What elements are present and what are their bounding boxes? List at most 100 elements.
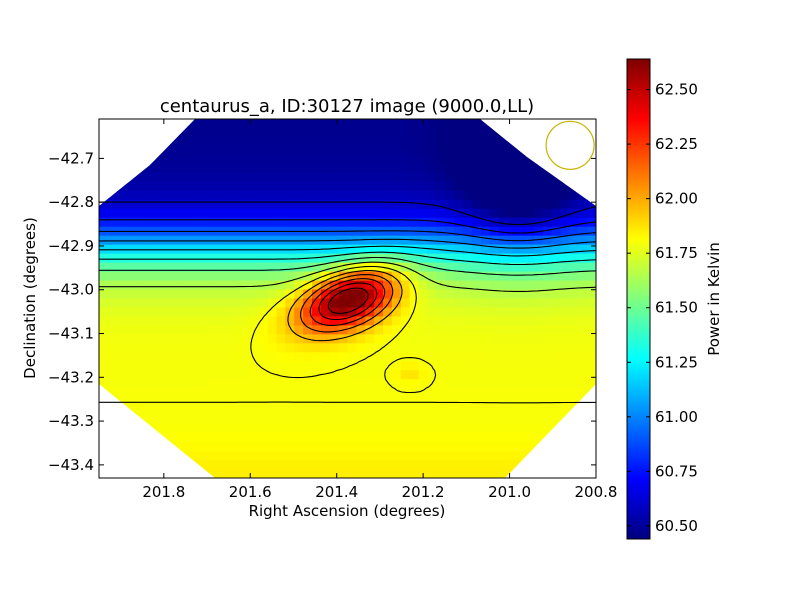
heatmap-cell <box>347 424 357 434</box>
heatmap-cell <box>374 217 384 228</box>
heatmap-cell <box>480 289 491 300</box>
heatmap-cell <box>320 379 331 389</box>
heatmap-cell <box>418 163 428 174</box>
heatmap-cell <box>338 307 349 318</box>
heatmap-cell <box>551 334 562 344</box>
heatmap-cell <box>578 361 588 371</box>
heatmap-cell <box>525 397 535 407</box>
heatmap-cell <box>187 424 198 434</box>
heatmap-cell <box>196 253 207 264</box>
heatmap-cell <box>187 415 198 425</box>
heatmap-cell <box>560 325 570 335</box>
heatmap-cell <box>489 307 499 318</box>
heatmap-cell <box>294 469 304 478</box>
heatmap-cell <box>116 361 127 371</box>
heatmap-cell <box>436 154 446 165</box>
heatmap-cell <box>551 217 562 228</box>
heatmap-cell <box>462 379 473 389</box>
heatmap-cell <box>196 199 207 210</box>
heatmap-cell <box>329 136 340 147</box>
heatmap-cell <box>365 154 375 165</box>
heatmap-cell <box>320 289 331 300</box>
heatmap-cell <box>152 217 162 228</box>
heatmap-cell <box>551 181 562 192</box>
heatmap-cell <box>400 298 411 309</box>
heatmap-cell <box>338 316 349 327</box>
heatmap-cell <box>338 406 349 416</box>
heatmap-cell <box>356 217 366 228</box>
heatmap-cell <box>187 388 198 398</box>
heatmap-cell <box>232 154 242 165</box>
heatmap-cell <box>170 433 180 443</box>
heatmap-cell <box>542 316 553 327</box>
heatmap-cell <box>516 280 526 291</box>
heatmap-cell <box>276 154 286 165</box>
heatmap-cell <box>267 280 278 291</box>
heatmap-cell <box>356 208 366 219</box>
heatmap-cell <box>249 334 260 344</box>
heatmap-cell <box>578 343 588 353</box>
heatmap-cell <box>187 343 198 353</box>
heatmap-cell <box>276 271 286 282</box>
heatmap-cell <box>383 361 393 371</box>
heatmap-cell <box>507 397 517 407</box>
heatmap-cell <box>258 289 269 300</box>
heatmap-cell <box>347 469 357 478</box>
heatmap-cell <box>498 271 508 282</box>
heatmap-cell <box>400 406 411 416</box>
heatmap-cell <box>427 451 437 461</box>
heatmap-cell <box>294 208 304 219</box>
heatmap-cell <box>267 415 278 425</box>
heatmap-cell <box>471 136 482 147</box>
heatmap-cell <box>338 217 349 228</box>
heatmap-cell <box>170 316 180 327</box>
heatmap-cell <box>170 136 180 147</box>
x-tick-label: 200.8 <box>575 483 618 501</box>
heatmap-cell <box>436 307 446 318</box>
heatmap-cell <box>267 127 278 138</box>
heatmap-cell <box>480 280 491 291</box>
heatmap-cell <box>285 352 295 362</box>
heatmap-cell <box>383 433 393 443</box>
heatmap-cell <box>214 136 224 147</box>
heatmap-cell <box>374 244 384 255</box>
heatmap-cell <box>285 199 295 210</box>
heatmap-cell <box>214 307 224 318</box>
heatmap-cell <box>347 190 357 201</box>
heatmap-cell <box>338 289 349 300</box>
heatmap-cell <box>525 244 535 255</box>
heatmap-cell <box>249 136 260 147</box>
heatmap-cell <box>445 415 455 425</box>
heatmap-cell <box>258 460 269 470</box>
heatmap-cell <box>489 262 499 273</box>
heatmap-cell <box>187 181 198 192</box>
heatmap-cell <box>134 289 144 300</box>
heatmap-cell <box>347 370 357 380</box>
heatmap-cell <box>578 352 588 362</box>
heatmap-cell <box>587 199 596 210</box>
heatmap-cell <box>258 217 269 228</box>
heatmap-cell <box>365 136 375 147</box>
heatmap-cell <box>489 343 499 353</box>
heatmap-cell <box>107 361 118 371</box>
heatmap-cell <box>347 298 357 309</box>
heatmap-cell <box>347 361 357 371</box>
heatmap-cell <box>338 442 349 452</box>
heatmap-cell <box>134 334 144 344</box>
heatmap-cell <box>232 298 242 309</box>
heatmap-cell <box>249 199 260 210</box>
heatmap-cell <box>356 298 366 309</box>
heatmap-cell <box>276 406 286 416</box>
heatmap-cell <box>134 190 144 201</box>
contour-line <box>99 219 596 234</box>
heatmap-cell <box>427 136 437 147</box>
heatmap-cell <box>267 424 278 434</box>
heatmap-cell <box>125 262 136 273</box>
heatmap-cell <box>303 271 313 282</box>
heatmap-cell <box>365 361 375 371</box>
heatmap-cell <box>99 379 109 389</box>
heatmap-cell <box>205 154 215 165</box>
heatmap-cell <box>383 325 393 335</box>
heatmap-cell <box>312 469 322 478</box>
heatmap-cell <box>312 433 322 443</box>
